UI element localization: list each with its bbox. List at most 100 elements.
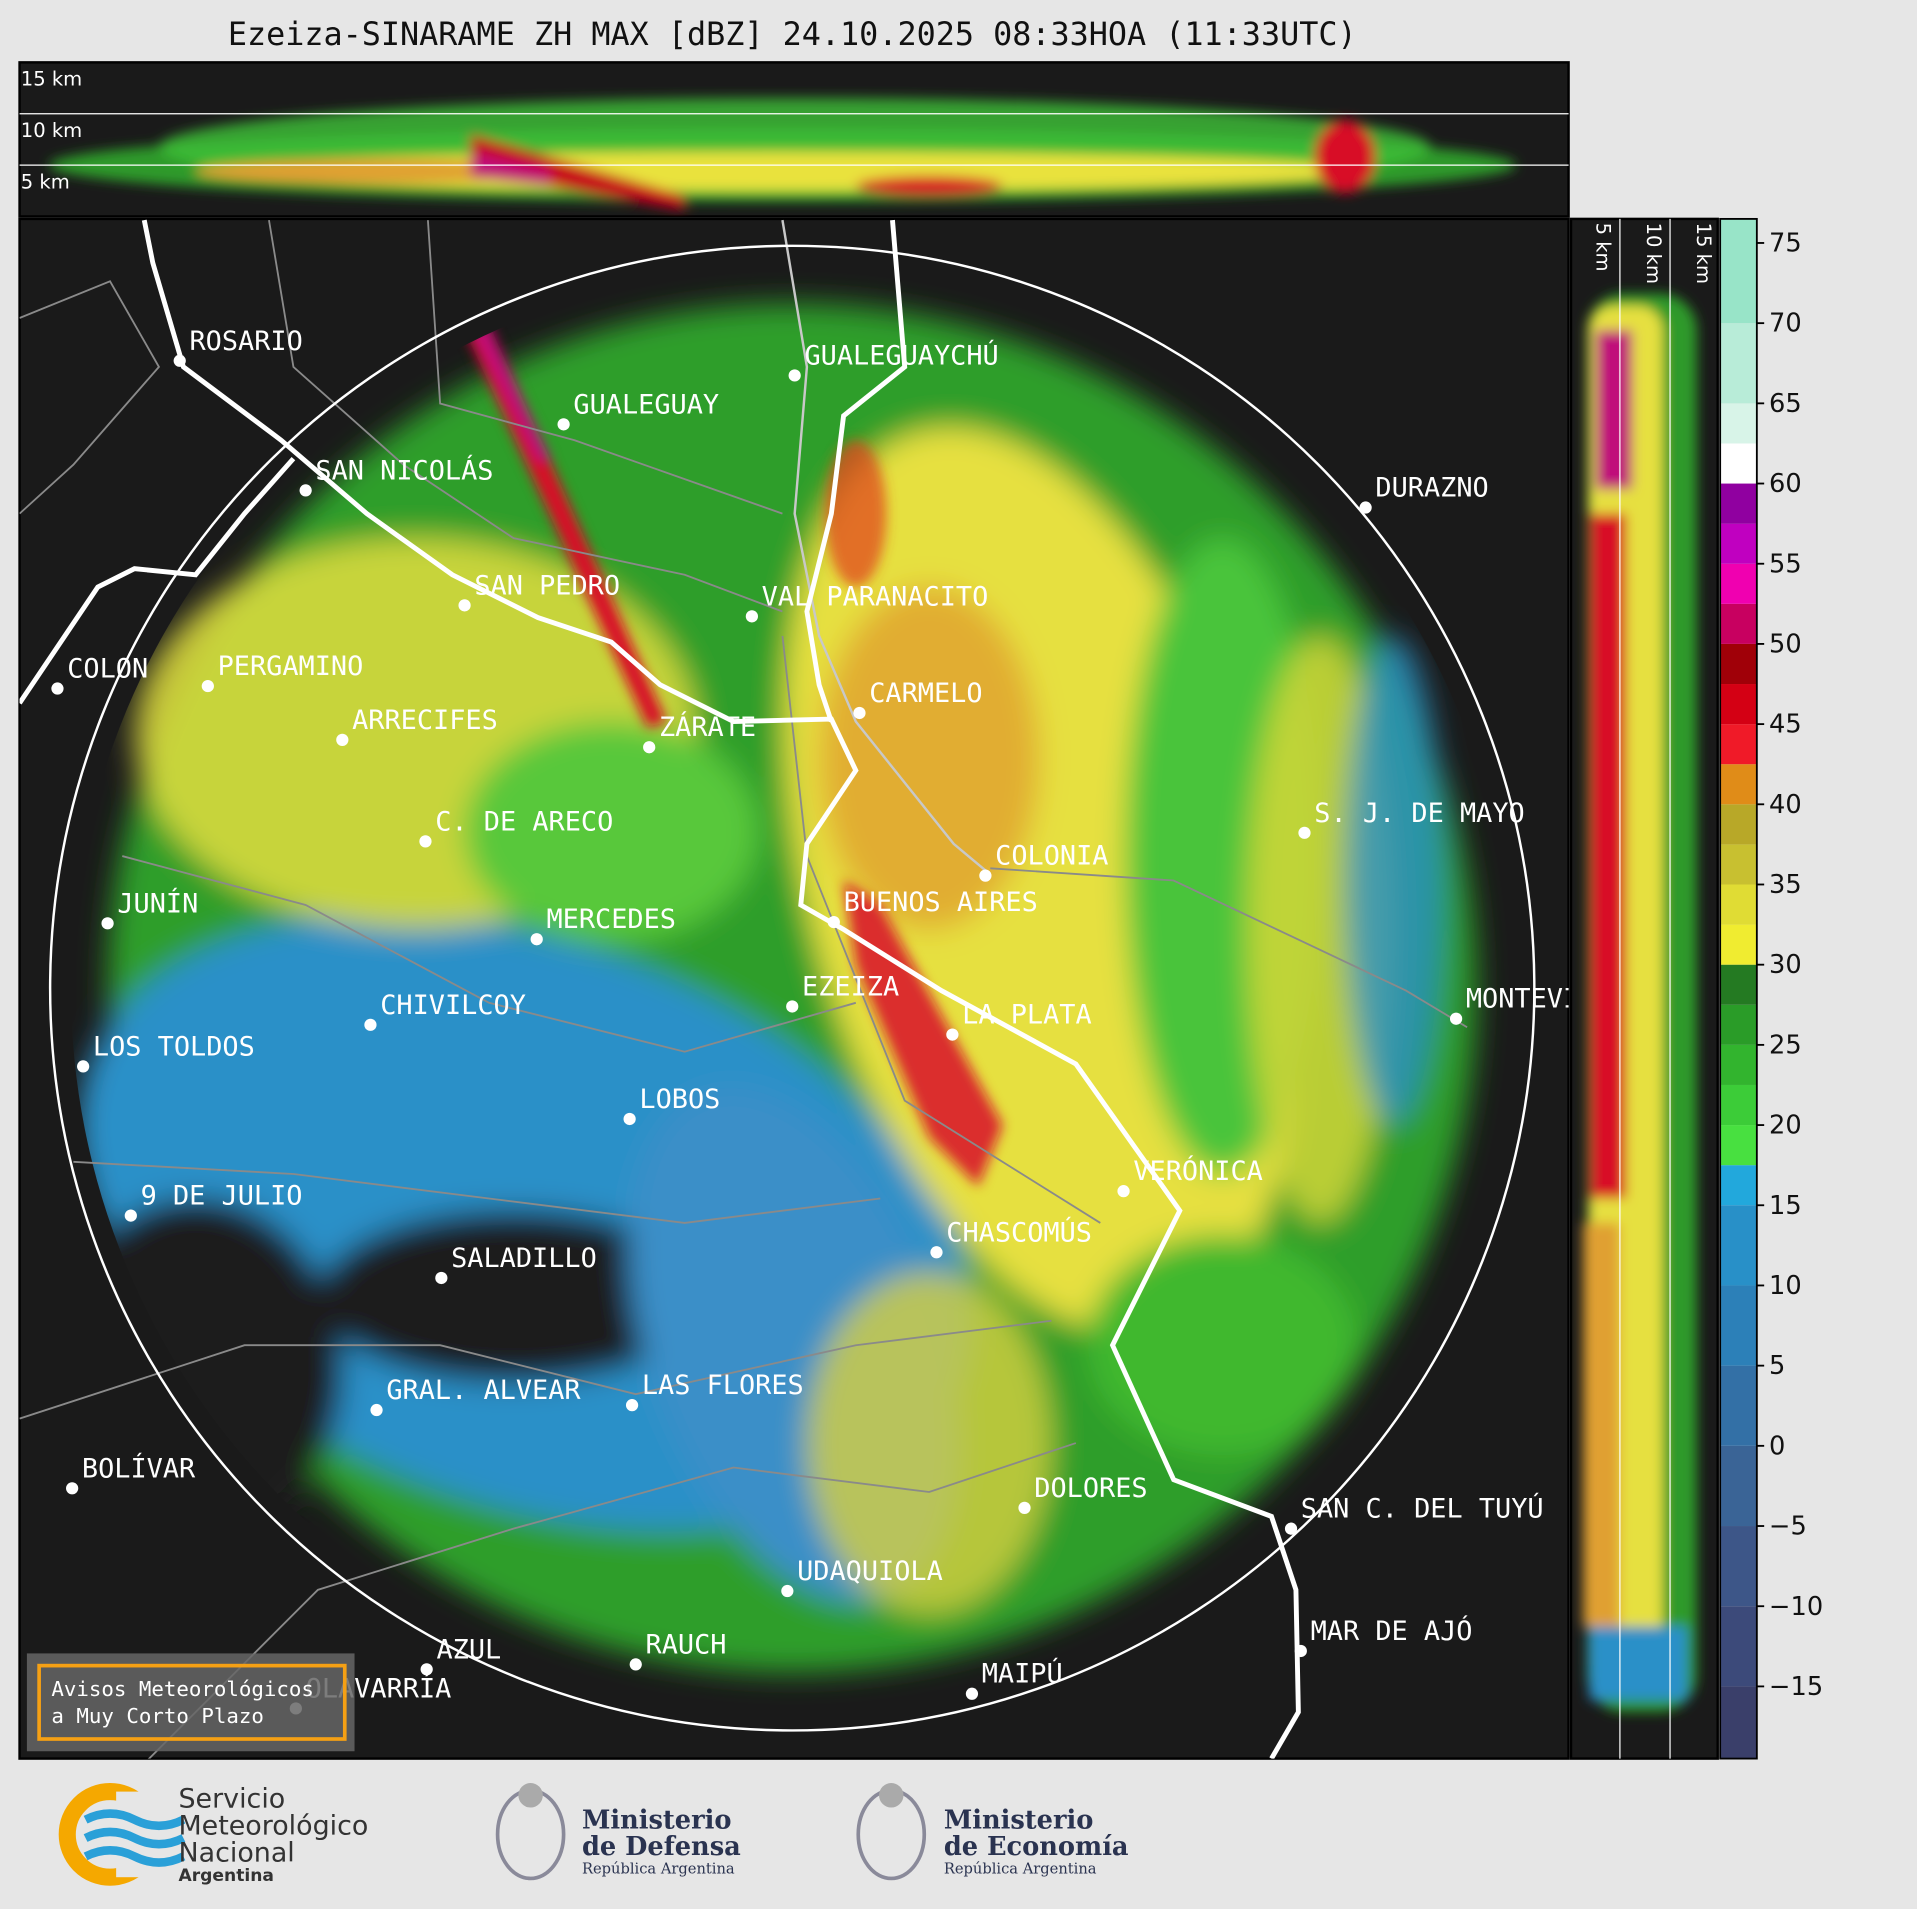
city-label: SAN PEDRO xyxy=(474,570,620,601)
city-label: LOBOS xyxy=(639,1084,720,1115)
city-label: GRAL. ALVEAR xyxy=(386,1375,581,1406)
colorbar-segment xyxy=(1720,1526,1757,1607)
colorbar-segment xyxy=(1720,1205,1757,1286)
city-label: SALADILLO xyxy=(451,1243,597,1274)
colorbar-tick-label: −15 xyxy=(1769,1672,1823,1702)
city-label: SAN C. DEL TUYÚ xyxy=(1301,1493,1544,1525)
city-dot xyxy=(370,1403,383,1417)
colorbar-tick-label: 50 xyxy=(1769,629,1802,659)
city-dot xyxy=(625,1399,639,1412)
colorbar-tick-label: 60 xyxy=(1769,469,1802,499)
logo-text: Servicio xyxy=(178,1783,285,1814)
city-label: MAIPÚ xyxy=(982,1658,1063,1690)
city-label: DOLORES xyxy=(1034,1473,1147,1504)
city-dot xyxy=(336,733,349,746)
colorbar-tick-label: 0 xyxy=(1769,1431,1785,1461)
city-dot xyxy=(946,1028,959,1041)
colorbar-segment xyxy=(1720,1606,1757,1687)
city-label: AZUL xyxy=(436,1634,501,1665)
city-label: MERCEDES xyxy=(546,904,676,935)
colorbar-tick-label: 45 xyxy=(1769,710,1802,740)
city-label: PERGAMINO xyxy=(218,651,364,682)
colorbar-segment xyxy=(1720,563,1757,604)
colorbar-segment xyxy=(1720,844,1757,885)
city-label: EZEIZA xyxy=(802,971,899,1002)
colorbar-tick-label: 25 xyxy=(1769,1030,1802,1060)
city-label: LAS FLORES xyxy=(642,1370,804,1401)
economia-logo: Ministerio de Economía República Argenti… xyxy=(856,1783,1129,1881)
city-label: GUALEGUAY xyxy=(573,389,719,420)
colorbar-segment xyxy=(1720,1084,1757,1126)
colorbar-tick-label: 10 xyxy=(1769,1271,1802,1301)
smn-logo: Servicio Meteorológico Nacional Argentin… xyxy=(58,1783,368,1886)
height-panel: 15 km 10 km 5 km xyxy=(18,61,1570,218)
logo-text: República Argentina xyxy=(944,1861,1097,1878)
city-dot xyxy=(530,933,543,946)
city-label: UDAQUIOLA xyxy=(797,1556,943,1587)
city-dot xyxy=(930,1246,943,1259)
colorbar-tick-label: 5 xyxy=(1769,1351,1785,1381)
city-label: COLON xyxy=(67,654,148,685)
city-label: VAL PARANACITO xyxy=(762,581,989,612)
side-height-label: 10 km xyxy=(1642,223,1665,284)
city-label: CHIVILCOY xyxy=(380,990,526,1021)
logo-text: Ministerio xyxy=(944,1805,1094,1835)
colorbar-segment xyxy=(1720,403,1757,444)
colorbar-tick-label: 35 xyxy=(1769,870,1802,900)
city-label: CHASCOMÚS xyxy=(946,1216,1092,1248)
colorbar-segment xyxy=(1720,724,1757,765)
colorbar-segment xyxy=(1720,1125,1757,1166)
colorbar-tick-label: −5 xyxy=(1769,1512,1807,1542)
colorbar-segment xyxy=(1720,1004,1757,1045)
city-label: SAN NICOLÁS xyxy=(315,454,493,486)
city-dot xyxy=(419,835,432,848)
city-label: LOS TOLDOS xyxy=(93,1031,255,1062)
colorbar-segment xyxy=(1720,1285,1757,1366)
city-label: C. DE ARECO xyxy=(435,806,613,837)
city-label: GUALEGUAYCHÚ xyxy=(804,339,998,371)
title: Ezeiza-SINARAME ZH MAX [dBZ] 24.10.2025 … xyxy=(228,16,1357,53)
city-label: BUENOS AIRES xyxy=(844,887,1038,918)
city-label: MAR DE AJÓ xyxy=(1311,1615,1473,1647)
logos: Servicio Meteorológico Nacional Argentin… xyxy=(58,1783,1129,1886)
city-dot xyxy=(1359,501,1372,514)
radar-map: ROSARIO GUALEGUAYCHÚ GUALEGUAY SAN NICOLÁS D… xyxy=(18,217,1628,1760)
city-dot xyxy=(557,418,570,431)
logo-text: Argentina xyxy=(178,1866,273,1886)
colorbar-segment xyxy=(1720,1165,1757,1206)
colorbar-segment xyxy=(1720,1044,1757,1085)
city-dot xyxy=(435,1271,448,1285)
city-label: COLONIA xyxy=(995,841,1108,872)
colorbar-tick-label: 55 xyxy=(1769,549,1802,579)
city-dot xyxy=(781,1584,794,1598)
colorbar-segment xyxy=(1720,684,1757,725)
colorbar-segment xyxy=(1720,323,1757,404)
height-label: 5 km xyxy=(21,170,70,193)
city-dot xyxy=(458,599,471,612)
colorbar-segment xyxy=(1720,218,1757,324)
city-label: VERÓNICA xyxy=(1133,1155,1263,1187)
colorbar-tick-label: 75 xyxy=(1769,229,1802,259)
city-label: MONTEVIDEO xyxy=(1466,984,1628,1015)
notice-box: Avisos Meteorológicos a Muy Corto Plazo xyxy=(26,1653,355,1752)
colorbar-segment xyxy=(1720,764,1757,805)
city-dot xyxy=(623,1112,636,1126)
colorbar-segment xyxy=(1720,643,1757,685)
colorbar-segment xyxy=(1720,924,1757,965)
colorbar-segment xyxy=(1720,603,1757,644)
city-dot xyxy=(66,1482,79,1495)
city-dot xyxy=(1294,1644,1307,1658)
city-dot xyxy=(420,1663,433,1676)
city-dot xyxy=(1298,826,1311,839)
defensa-logo: Ministerio de Defensa República Argentin… xyxy=(495,1783,741,1881)
logo-text: de Economía xyxy=(944,1832,1129,1862)
side-height-label: 5 km xyxy=(1592,223,1615,272)
city-label: ZÁRATE xyxy=(659,711,756,743)
city-dot xyxy=(786,1000,799,1013)
colorbar-tick-label: 15 xyxy=(1769,1191,1802,1221)
colorbar-segment xyxy=(1720,884,1757,925)
colorbar-segment xyxy=(1720,1365,1757,1446)
city-label: ARRECIFES xyxy=(352,705,498,736)
city-label: S. J. DE MAYO xyxy=(1314,798,1524,829)
